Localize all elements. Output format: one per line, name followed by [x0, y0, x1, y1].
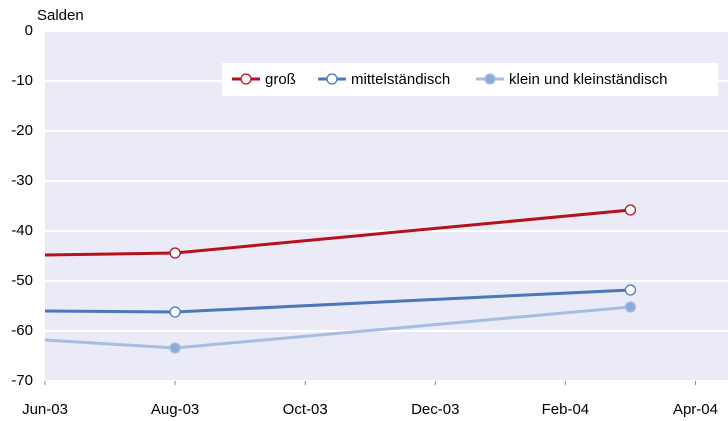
- legend-label: mittelständisch: [351, 71, 450, 88]
- legend-label: klein und kleinständisch: [509, 71, 667, 88]
- legend-marker: [326, 73, 338, 85]
- x-tick-label: Dec-03: [411, 401, 459, 418]
- x-tick-label: Oct-03: [283, 401, 328, 418]
- legend-label: groß: [265, 71, 296, 88]
- y-axis-label: Salden: [37, 7, 84, 24]
- y-tick-label: 0: [25, 22, 33, 39]
- x-tick-label: Feb-04: [542, 401, 590, 418]
- legend-marker: [484, 73, 496, 85]
- data-point: [169, 306, 181, 318]
- y-tick-label: -70: [11, 372, 33, 389]
- y-tick-label: -60: [11, 322, 33, 339]
- y-tick-label: -10: [11, 72, 33, 89]
- x-tick-label: Jun-03: [22, 401, 68, 418]
- y-tick-label: -50: [11, 272, 33, 289]
- y-tick-label: -30: [11, 172, 33, 189]
- data-point: [169, 342, 181, 354]
- x-tick-label: Apr-04: [673, 401, 718, 418]
- data-point: [624, 204, 637, 216]
- x-tick-label: Aug-03: [151, 401, 199, 418]
- y-tick-label: -40: [11, 222, 33, 239]
- legend-marker: [240, 73, 252, 85]
- data-point: [169, 247, 181, 259]
- data-point: [624, 284, 637, 296]
- y-tick-label: -20: [11, 122, 33, 139]
- data-point: [624, 301, 637, 313]
- legend-box: [222, 63, 718, 96]
